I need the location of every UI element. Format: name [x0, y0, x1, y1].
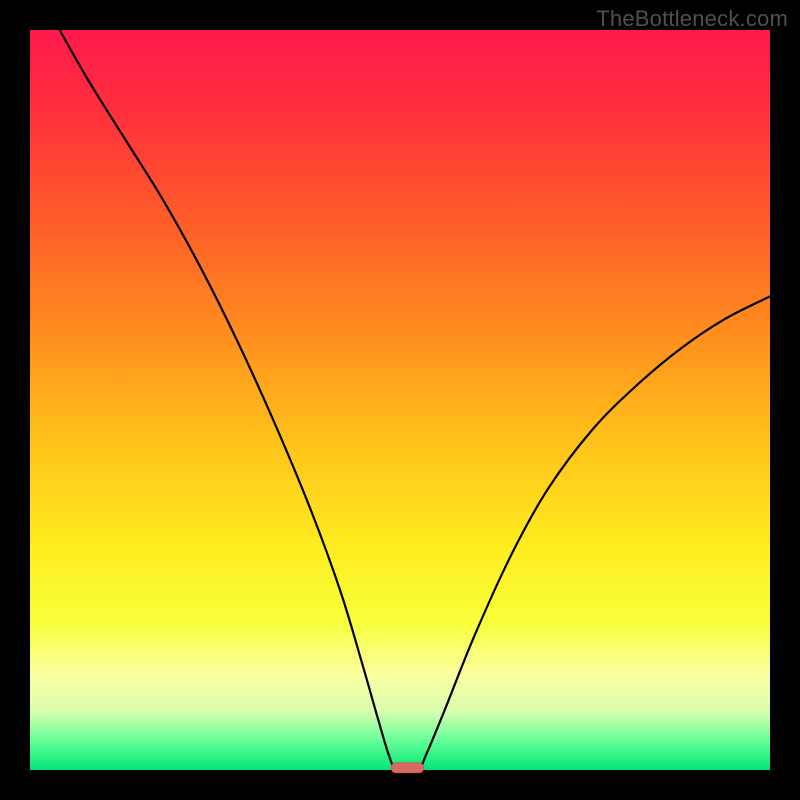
optimal-marker: [391, 763, 424, 773]
watermark-text: TheBottleneck.com: [596, 6, 788, 32]
chart-container: TheBottleneck.com: [0, 0, 800, 800]
bottleneck-chart: [0, 0, 800, 800]
chart-gradient-background: [30, 30, 770, 770]
